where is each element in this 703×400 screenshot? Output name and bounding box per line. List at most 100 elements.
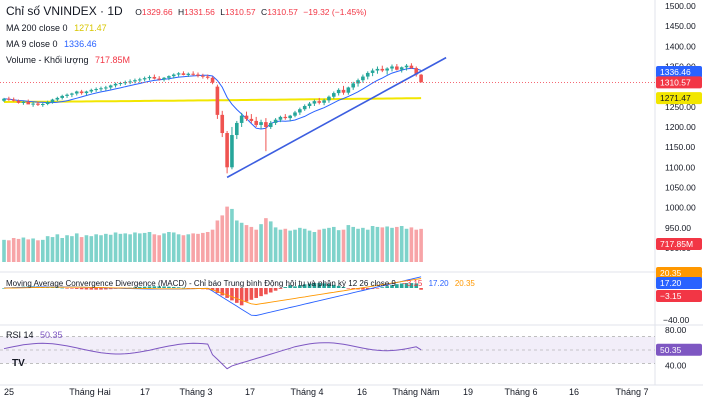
macd-histogram-bar bbox=[385, 286, 389, 288]
ohlc-close: 1310.57 bbox=[267, 7, 298, 17]
macd-histogram-bar bbox=[142, 286, 147, 288]
price-tick-label: 1450.00 bbox=[665, 21, 696, 31]
volume-bar bbox=[7, 240, 11, 262]
volume-bar bbox=[278, 229, 283, 262]
candle-body bbox=[11, 99, 16, 101]
macd-histogram-bar bbox=[332, 284, 336, 288]
rsi-legend[interactable]: RSI 14 50.35 bbox=[6, 329, 63, 341]
volume-legend[interactable]: Volume - Khối lượng 717.85M bbox=[6, 54, 130, 66]
volume-bar bbox=[351, 226, 355, 262]
volume-bar bbox=[336, 230, 341, 262]
macd-histogram-bar bbox=[99, 288, 103, 290]
volume-bar bbox=[147, 232, 152, 262]
candle-body bbox=[118, 83, 123, 85]
volume-bar bbox=[302, 228, 307, 262]
candle-body bbox=[375, 68, 380, 71]
volume-bar bbox=[385, 226, 389, 262]
macd-histogram-bar bbox=[395, 284, 399, 288]
volume-bar bbox=[79, 237, 84, 262]
volume-bar bbox=[239, 222, 244, 262]
symbol-legend[interactable]: Chỉ số VNINDEX · 1D O1329.66 H1331.56 L1… bbox=[6, 5, 370, 18]
rsi-badge: 50.35 bbox=[660, 345, 682, 355]
volume-bar bbox=[414, 229, 419, 262]
macd-histogram-bar bbox=[225, 288, 229, 298]
candle-body bbox=[336, 89, 341, 94]
symbol-title[interactable]: Chỉ số VNINDEX · 1D bbox=[6, 4, 123, 18]
macd-histogram-bar bbox=[273, 288, 278, 291]
candle-body bbox=[128, 81, 132, 83]
macd-label: Moving Average Convergence Divergence (M… bbox=[6, 279, 396, 288]
macd-legend[interactable]: Moving Average Convergence Divergence (M… bbox=[6, 278, 475, 290]
volume-bar bbox=[273, 227, 278, 262]
candle-body bbox=[254, 120, 258, 125]
macd-hist-badge-bg bbox=[656, 290, 702, 302]
candle-body bbox=[230, 135, 234, 168]
volume-bar bbox=[380, 227, 385, 262]
macd-histogram-bar bbox=[399, 283, 404, 288]
macd-line-value: 17.20 bbox=[428, 279, 449, 288]
volume-bar bbox=[50, 237, 55, 262]
volume-bar bbox=[404, 228, 409, 262]
macd-histogram-bar bbox=[302, 284, 307, 288]
candle-body bbox=[50, 99, 55, 102]
volume-bar bbox=[128, 234, 132, 262]
price-tick-label: 1250.00 bbox=[665, 102, 696, 112]
candle-body bbox=[361, 76, 365, 81]
candle-body bbox=[162, 77, 166, 80]
volume-bar bbox=[118, 233, 123, 262]
ma9-label: MA 9 close 0 bbox=[6, 39, 58, 49]
volume-bar bbox=[283, 228, 288, 262]
candle-body bbox=[239, 115, 244, 123]
ma9-line bbox=[3, 67, 422, 130]
volume-bar bbox=[327, 227, 331, 262]
candle-body bbox=[152, 76, 157, 79]
volume-bar bbox=[162, 233, 166, 262]
volume-bar bbox=[293, 229, 297, 262]
volume-bar bbox=[191, 233, 195, 262]
trendline bbox=[226, 56, 447, 179]
tradingview-logo[interactable]: TV bbox=[12, 358, 25, 369]
macd-histogram-bar bbox=[89, 288, 94, 290]
macd-histogram-bar bbox=[336, 285, 341, 288]
macd-signal-value: 20.35 bbox=[454, 279, 475, 288]
ma200-legend[interactable]: MA 200 close 0 1271.47 bbox=[6, 22, 107, 34]
volume-bar bbox=[167, 232, 171, 262]
volume-bar bbox=[138, 233, 142, 262]
ohlc-values: O1329.66 H1331.56 L1310.57 C1310.57 −19.… bbox=[135, 7, 369, 17]
volume-bar bbox=[74, 233, 79, 262]
candle-body bbox=[249, 118, 254, 121]
volume-value: 717.85M bbox=[94, 55, 131, 65]
ma9-legend[interactable]: MA 9 close 0 1336.46 bbox=[6, 38, 97, 50]
time-axis-label: 16 bbox=[569, 387, 579, 397]
candle-body bbox=[176, 73, 181, 75]
rsi-line bbox=[3, 342, 422, 370]
time-axis-label: 16 bbox=[357, 387, 367, 397]
macd-histogram-bar bbox=[268, 288, 273, 293]
volume-bar bbox=[225, 206, 229, 262]
candle-body bbox=[79, 91, 84, 94]
ma200-value: 1271.47 bbox=[74, 23, 107, 33]
ohlc-close-label: C bbox=[261, 7, 268, 17]
candle-body bbox=[395, 66, 399, 70]
volume-bar bbox=[181, 235, 186, 262]
macd-histogram-bar bbox=[361, 288, 365, 290]
macd-histogram-bar bbox=[414, 283, 419, 288]
macd-histogram-bar bbox=[133, 287, 137, 288]
candle-body bbox=[312, 101, 317, 104]
macd-histogram-bar bbox=[171, 286, 176, 288]
candle-body bbox=[94, 89, 98, 91]
volume-bar bbox=[201, 232, 205, 262]
macd-histogram-bar bbox=[317, 283, 322, 288]
candle-body bbox=[322, 100, 326, 103]
time-axis-label: 17 bbox=[245, 387, 255, 397]
volume-badge-bg bbox=[656, 238, 702, 250]
candle-body bbox=[74, 91, 79, 94]
volume-bar bbox=[249, 226, 254, 262]
candle-body bbox=[60, 95, 64, 98]
macd-histogram-bar bbox=[346, 288, 351, 289]
volume-bar bbox=[399, 226, 404, 262]
macd-signal-badge: 20.35 bbox=[660, 268, 682, 278]
candle-body bbox=[327, 96, 331, 101]
